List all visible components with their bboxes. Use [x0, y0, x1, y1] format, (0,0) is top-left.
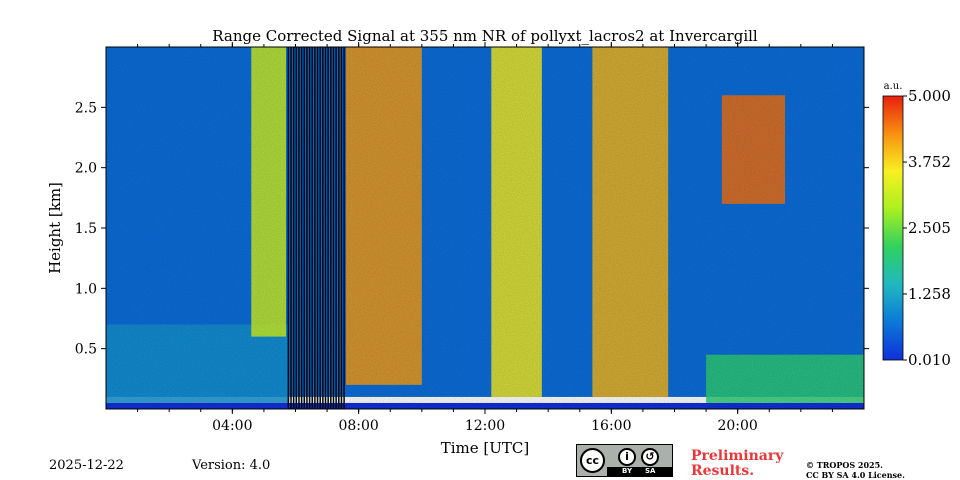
- x-tick-label: 16:00: [591, 418, 631, 434]
- colorbar-tick-label: 0.010: [908, 351, 951, 369]
- x-tick-label: 12:00: [465, 418, 505, 434]
- cc-logo-icon: cc: [580, 448, 605, 473]
- preliminary-line-2: Results.: [691, 463, 755, 479]
- y-tick-label: 2.5: [75, 100, 97, 116]
- sa-text: SA: [645, 467, 656, 475]
- copyright-line-1: © TROPOS 2025.: [806, 460, 883, 470]
- axes: 04:00 08:00 12:00 16:00 20:00 0.5 1.0 1.5 2.0 2.5: [75, 42, 869, 434]
- chart-title: Range Corrected Signal at 355 nm NR of p…: [212, 27, 758, 45]
- x-tick-label: 08:00: [338, 418, 378, 434]
- colorbar-unit: a.u.: [884, 81, 903, 92]
- colorbar-tick-label: 3.752: [908, 153, 951, 171]
- cc-license-badge[interactable]: cc i ↺ BY SA: [576, 444, 673, 477]
- colorbar-ticks: 0.010 1.258 2.505 3.752 5.000: [903, 87, 951, 369]
- colorbar-tick-label: 2.505: [908, 219, 951, 237]
- y-axis-label: Height [km]: [46, 182, 64, 274]
- y-tick-label: 1.5: [75, 221, 97, 237]
- copyright-notice: © TROPOS 2025. CC BY SA 4.0 License.: [806, 460, 905, 480]
- x-axis-label: Time [UTC]: [441, 439, 530, 457]
- preliminary-line-1: Preliminary: [691, 448, 784, 464]
- y-tick-label: 2.0: [75, 161, 97, 177]
- y-tick-label: 1.0: [75, 281, 97, 297]
- plot-area: [106, 47, 864, 409]
- copyright-line-2: CC BY SA 4.0 License.: [806, 470, 905, 480]
- colorbar-tick-label: 5.000: [908, 87, 951, 105]
- x-tick-label: 20:00: [717, 418, 757, 434]
- date-label: 2025-12-22: [49, 458, 124, 473]
- y-tick-label: 0.5: [75, 342, 97, 358]
- version-label: Version: 4.0: [192, 458, 271, 473]
- colorbar-tick-label: 1.258: [908, 285, 951, 303]
- colorbar: [882, 95, 904, 361]
- by-person-icon: i: [618, 448, 636, 466]
- by-text: BY: [622, 467, 633, 475]
- sa-share-alike-icon: ↺: [641, 448, 659, 466]
- preliminary-results-label: Preliminary Results.: [691, 449, 783, 479]
- license-strip: BY SA: [607, 467, 672, 476]
- x-tick-label: 04:00: [212, 418, 252, 434]
- heatmap-noise-overlay: [106, 47, 864, 409]
